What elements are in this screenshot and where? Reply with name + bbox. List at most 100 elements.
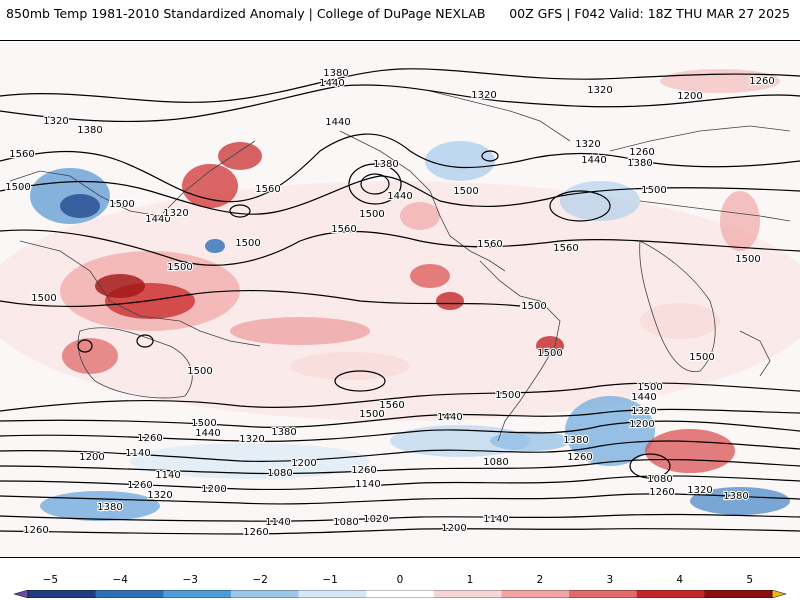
contour-label: 1260 xyxy=(137,433,162,444)
contour-label: 1500 xyxy=(235,238,260,249)
contour-label: 1200 xyxy=(291,458,316,469)
colorbar-labels: −5 −4 −3 −2 −1 0 1 2 3 4 5 xyxy=(0,574,800,588)
contour-label: 1440 xyxy=(437,412,462,423)
contour-label: 1440 xyxy=(631,392,656,403)
colorbar-min-arrow xyxy=(14,590,29,598)
contour-label: 1560 xyxy=(553,243,578,254)
colorbar-segment xyxy=(28,590,97,598)
contour-label: 1320 xyxy=(471,90,496,101)
contour-label: 1320 xyxy=(239,434,264,445)
colorbar-segment xyxy=(163,590,232,598)
map-title: 850mb Temp 1981-2010 Standardized Anomal… xyxy=(6,6,486,21)
colorbar-outline xyxy=(27,590,773,598)
colorbar-tick-label: −4 xyxy=(112,574,128,586)
contour-label: 1260 xyxy=(243,527,268,538)
contour-label: 1560 xyxy=(379,400,404,411)
colorbar-tick-label: 3 xyxy=(606,574,614,586)
contour-label: 1320 xyxy=(687,485,712,496)
colorbar xyxy=(14,590,786,598)
contour-label: 1500 xyxy=(637,382,662,393)
contour-label: 1500 xyxy=(359,409,384,420)
contour-label: 1380 xyxy=(723,491,748,502)
contour-label: 1560 xyxy=(331,224,356,235)
contour-label: 1200 xyxy=(677,91,702,102)
contour-label: 1200 xyxy=(79,452,104,463)
contour-label: 1380 xyxy=(627,158,652,169)
contour-label: 1140 xyxy=(355,479,380,490)
colorbar-tick-label: −5 xyxy=(42,574,59,586)
colorbar-segment xyxy=(569,590,638,598)
contour-label: 1020 xyxy=(363,514,388,525)
contour-label: 1500 xyxy=(31,293,56,304)
contour-label: 1380 xyxy=(563,435,588,446)
contour-label: 1140 xyxy=(265,517,290,528)
contour-label: 1320 xyxy=(163,208,188,219)
contour-label: 1440 xyxy=(145,214,170,225)
colorbar-max-arrow xyxy=(771,590,786,598)
colorbar-segment xyxy=(433,590,502,598)
colorbar-segment xyxy=(704,590,773,598)
contour-label: 1320 xyxy=(43,116,68,127)
contour-label: 1440 xyxy=(325,117,350,128)
contour-label: 1320 xyxy=(587,85,612,96)
contour-label: 1500 xyxy=(167,262,192,273)
colorbar-tick-label: 4 xyxy=(676,574,684,586)
contour-label: 1560 xyxy=(477,239,502,250)
contour-label: 1440 xyxy=(387,191,412,202)
contour-label: 1380 xyxy=(373,159,398,170)
contour-label: 1500 xyxy=(191,418,216,429)
contour-label: 1380 xyxy=(97,502,122,513)
colorbar-tick-label: 0 xyxy=(396,574,404,586)
contour-label: 1260 xyxy=(23,525,48,536)
contour-label: 1500 xyxy=(521,301,546,312)
contour-label: 1500 xyxy=(5,182,30,193)
contour-label: 1500 xyxy=(495,390,520,401)
contour-label: 1440 xyxy=(581,155,606,166)
contour-label: 1080 xyxy=(267,468,292,479)
contour-label: 1440 xyxy=(319,78,344,89)
colorbar-segment xyxy=(366,590,435,598)
contour-label: 1080 xyxy=(483,457,508,468)
contour-label: 1260 xyxy=(629,147,654,158)
colorbar-tick-label: 1 xyxy=(466,574,474,586)
colorbar-tick-label: −2 xyxy=(252,574,268,586)
contour-label: 1200 xyxy=(441,523,466,534)
contour-label: 1080 xyxy=(333,517,358,528)
colorbar-tick-label: 2 xyxy=(536,574,544,586)
colorbar-tick-label: −3 xyxy=(182,574,198,586)
coastlines xyxy=(9,90,791,442)
run-valid-time: 00Z GFS | F042 Valid: 18Z THU MAR 27 202… xyxy=(509,6,790,21)
contour-label: 1080 xyxy=(647,474,672,485)
colorbar-segment xyxy=(636,590,705,598)
contour-label: 1500 xyxy=(109,199,134,210)
colorbar-segment xyxy=(95,590,164,598)
contour-label: 1260 xyxy=(749,76,774,87)
contour-labels: 1380144013201380156015001500144013201560… xyxy=(4,67,776,539)
contour-label: 1500 xyxy=(537,348,562,359)
contour-label: 1560 xyxy=(9,149,34,160)
contour-label: 1500 xyxy=(689,352,714,363)
contour-label: 1380 xyxy=(323,68,348,79)
contour-label: 1260 xyxy=(351,465,376,476)
contour-label: 1440 xyxy=(195,428,220,439)
colorbar-segment xyxy=(230,590,300,598)
header-bar: 850mb Temp 1981-2010 Standardized Anomal… xyxy=(0,0,800,40)
contour-label: 1200 xyxy=(201,484,226,495)
height-contours xyxy=(0,68,800,535)
contour-label: 1500 xyxy=(453,186,478,197)
colorbar-segment xyxy=(298,590,367,598)
contour-label: 1500 xyxy=(359,209,384,220)
contour-label: 1560 xyxy=(255,184,280,195)
contour-label: 1320 xyxy=(147,490,172,501)
contour-label: 1500 xyxy=(187,366,212,377)
colorbar-segment xyxy=(501,590,570,598)
colorbar-tick-label: 5 xyxy=(746,574,754,586)
contour-label: 1260 xyxy=(567,452,592,463)
contour-label: 1260 xyxy=(127,480,152,491)
contour-label: 1260 xyxy=(649,487,674,498)
contour-label: 1140 xyxy=(155,470,180,481)
map-panel[interactable]: 1380 1440 1320 1380 1560 1500 1500 1440 1320 1560… xyxy=(0,40,800,558)
contour-label: 1380 xyxy=(77,125,102,136)
contour-label: 1500 xyxy=(641,185,666,196)
contour-label: 1320 xyxy=(631,406,656,417)
